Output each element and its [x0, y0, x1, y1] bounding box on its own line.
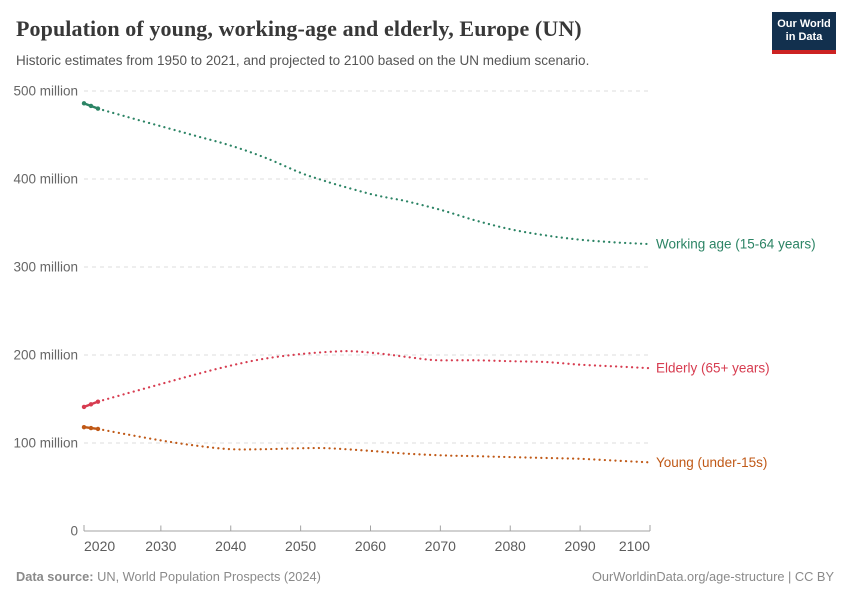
y-axis-tick-label: 500 million [13, 84, 78, 99]
young-series-label[interactable]: Young (under-15s) [656, 455, 767, 470]
data-source-note: Data source: UN, World Population Prospe… [16, 569, 321, 584]
elderly-data-point[interactable] [95, 399, 101, 404]
y-axis-tick-label: 100 million [13, 436, 78, 451]
data-source-value: UN, World Population Prospects (2024) [93, 569, 321, 584]
owid-logo-text-line2: in Data [785, 31, 823, 43]
x-axis-tick-label: 2100 [619, 538, 650, 554]
working-age-data-point[interactable] [95, 106, 101, 111]
y-axis-tick-label: 400 million [13, 172, 78, 187]
working-age-projected-line[interactable] [96, 107, 652, 246]
young-projected-line[interactable] [96, 427, 652, 464]
working-age-data-point[interactable] [88, 103, 94, 109]
x-axis-tick-label: 2070 [425, 538, 456, 554]
x-axis-tick-label: 2090 [565, 538, 596, 554]
owid-logo-text-line1: Our World [777, 18, 831, 30]
series-working-age: Working age (15-64 years) [81, 101, 816, 252]
data-source-label: Data source: [16, 569, 94, 584]
young-data-point[interactable] [88, 425, 94, 431]
series-elderly: Elderly (65+ years) [81, 350, 770, 410]
young-data-point[interactable] [81, 424, 87, 430]
working-age-data-point[interactable] [81, 101, 87, 106]
credit-link[interactable]: OurWorldinData.org/age-structure | CC BY [591, 569, 834, 584]
y-axis-tick-label: 300 million [13, 260, 78, 275]
series-young: Young (under-15s) [81, 424, 767, 470]
chart-subtitle: Historic estimates from 1950 to 2021, an… [16, 53, 590, 68]
y-axis-tick-label: 0 [70, 524, 78, 539]
x-axis-tick-label: 2030 [145, 538, 176, 554]
x-axis-tick-label: 2080 [495, 538, 526, 554]
page-title: Population of young, working-age and eld… [16, 16, 582, 41]
elderly-projected-line[interactable] [96, 350, 652, 403]
working-age-series-label[interactable]: Working age (15-64 years) [656, 237, 816, 252]
young-data-point[interactable] [95, 426, 101, 432]
elderly-series-label[interactable]: Elderly (65+ years) [656, 361, 770, 376]
x-axis-tick-label: 2020 [84, 538, 115, 554]
elderly-data-point[interactable] [88, 402, 94, 407]
elderly-data-point[interactable] [81, 404, 87, 410]
y-axis-tick-label: 200 million [13, 348, 78, 363]
x-axis-tick-label: 2040 [215, 538, 246, 554]
x-axis-tick-label: 2050 [285, 538, 316, 554]
chart-footer: Data source: UN, World Population Prospe… [16, 569, 834, 584]
owid-logo[interactable]: Our World in Data [772, 12, 836, 54]
x-axis-tick-label: 2060 [355, 538, 386, 554]
